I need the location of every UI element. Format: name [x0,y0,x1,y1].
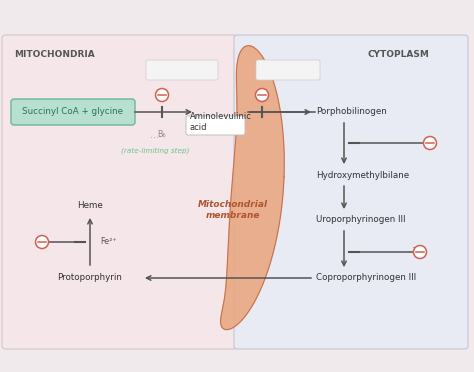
FancyBboxPatch shape [234,35,468,349]
Text: Protoporphyrin: Protoporphyrin [57,273,122,282]
Text: Fe²⁺: Fe²⁺ [100,237,117,246]
Circle shape [155,89,168,102]
Polygon shape [220,46,284,330]
Text: B₆: B₆ [158,130,166,139]
Text: Hydroxymethylbilane: Hydroxymethylbilane [316,170,409,180]
Text: CYTOPLASM: CYTOPLASM [368,50,430,59]
Text: Aminolevulinic
acid: Aminolevulinic acid [190,112,252,132]
Text: Porphobilinogen: Porphobilinogen [316,108,387,116]
Text: Succinyl CoA + glycine: Succinyl CoA + glycine [22,108,124,116]
FancyBboxPatch shape [256,60,320,80]
FancyBboxPatch shape [146,60,218,80]
Text: .: . [412,238,416,251]
Text: ...: ... [151,130,159,140]
Text: Uroporphyrinogen III: Uroporphyrinogen III [316,215,405,224]
FancyBboxPatch shape [11,99,135,125]
Text: (rate-limiting step): (rate-limiting step) [121,147,189,154]
Text: Mitochondrial
membrane: Mitochondrial membrane [198,200,268,220]
Text: MITOCHONDRIA: MITOCHONDRIA [14,50,95,59]
FancyBboxPatch shape [186,116,245,135]
Circle shape [255,89,268,102]
FancyBboxPatch shape [2,35,236,349]
Text: Coproporphyrinogen III: Coproporphyrinogen III [316,273,416,282]
Text: Heme: Heme [77,201,103,209]
Circle shape [413,246,427,259]
Circle shape [36,235,48,248]
Circle shape [423,137,437,150]
